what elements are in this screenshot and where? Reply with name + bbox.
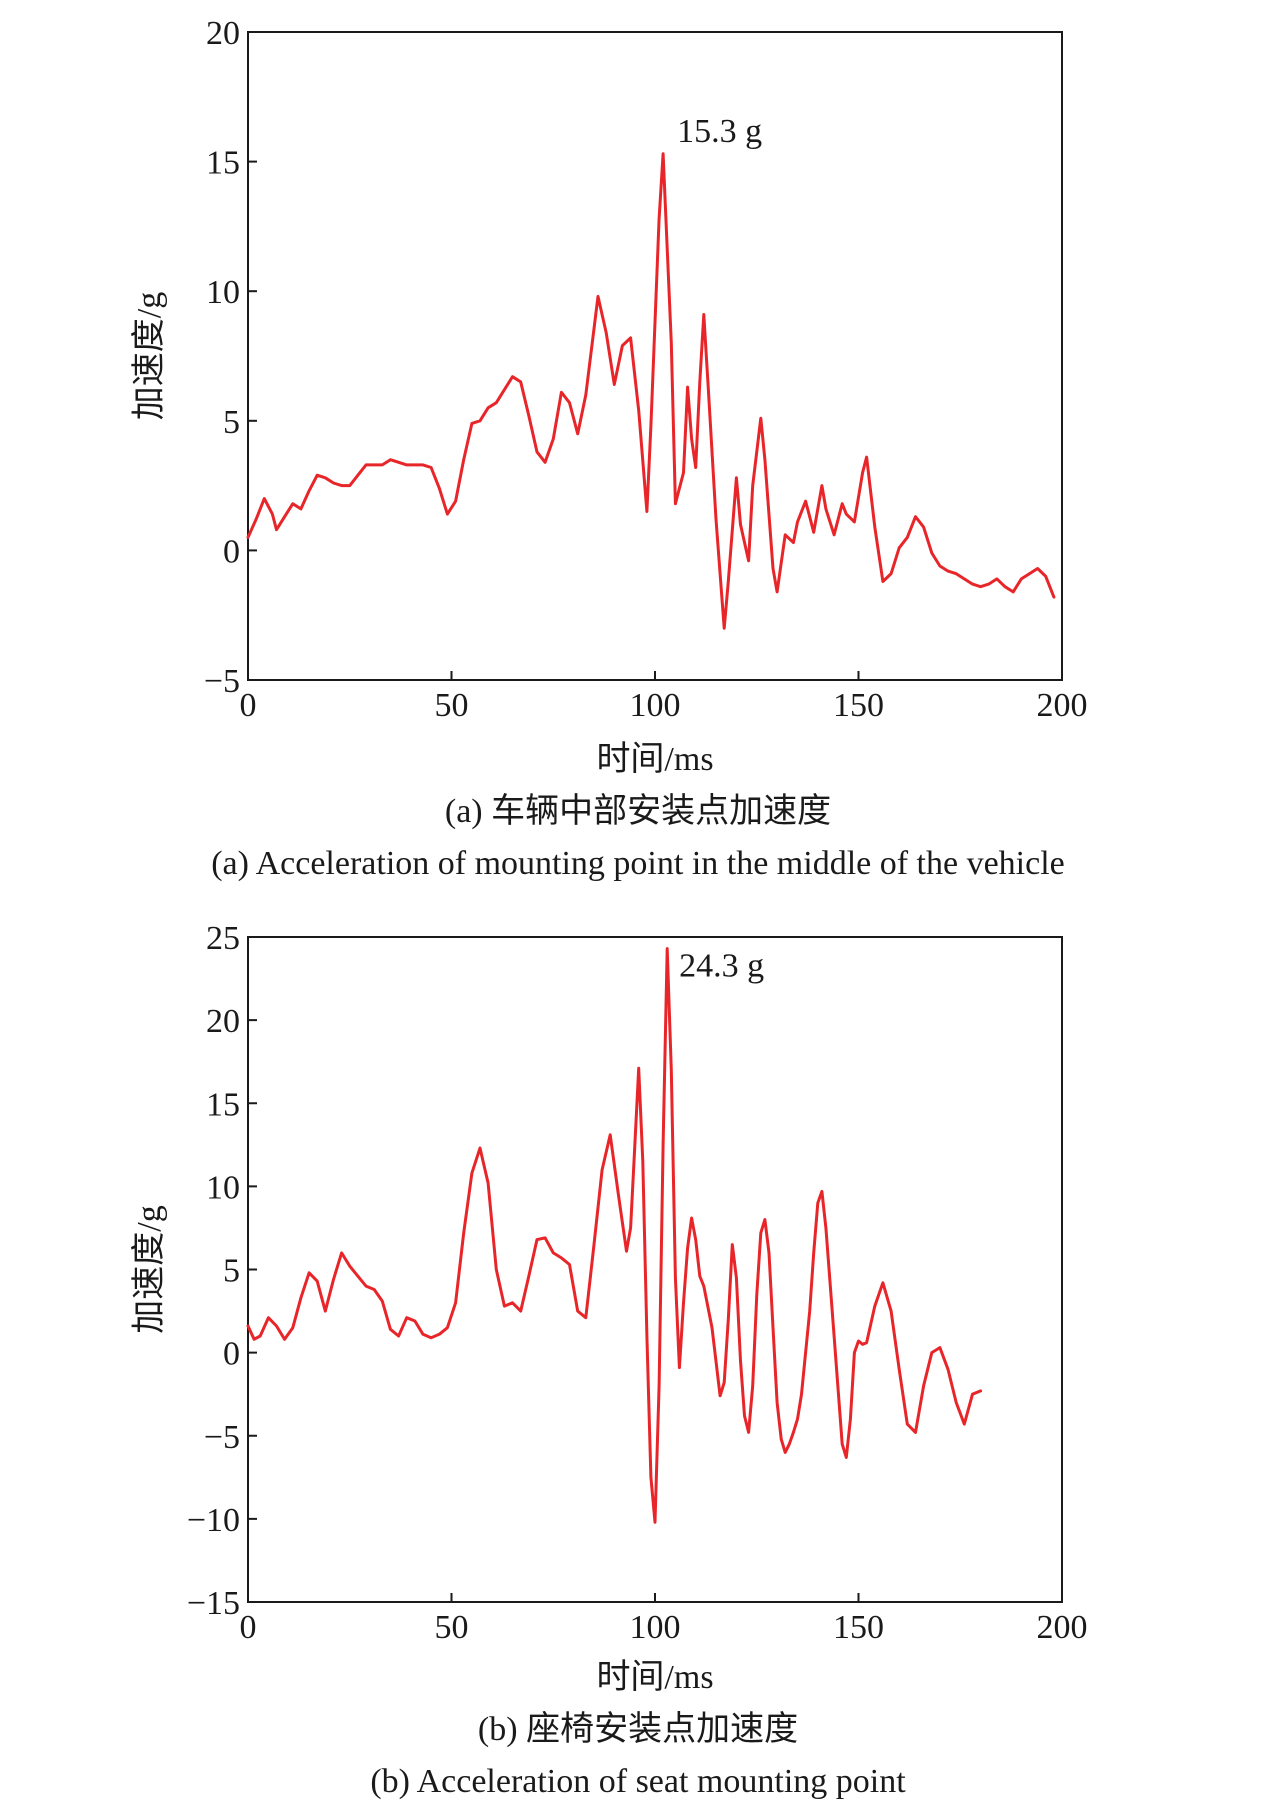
peak-annotation: 24.3 g [679, 948, 764, 985]
y-tick-label: 5 [223, 1253, 240, 1290]
caption-en: (b) Acceleration of seat mounting point [370, 1763, 906, 1800]
x-tick-label: 50 [435, 687, 469, 724]
y-tick-label: 10 [206, 1169, 240, 1206]
y-tick-label: 20 [206, 1003, 240, 1040]
series-line [246, 947, 983, 1524]
caption-zh: (a) 车辆中部安装点加速度 [445, 792, 831, 830]
y-tick-label: 0 [223, 533, 240, 570]
x-tick-label: 200 [1037, 1609, 1088, 1646]
y-tick-label: −15 [187, 1585, 240, 1622]
y-tick-label: 10 [206, 274, 240, 311]
chart-b: 0 50 100 150 200 −15 −10 −5 0 5 10 15 20 25 时间/ms 加速度/g… [130, 920, 1088, 1800]
x-tick-label: 150 [833, 687, 884, 724]
y-tick-label: −10 [187, 1502, 240, 1539]
caption-zh: (b) 座椅安装点加速度 [478, 1710, 798, 1748]
y-tick-label: 25 [206, 920, 240, 957]
x-tick-label: 200 [1037, 687, 1088, 724]
y-tick-label: 15 [206, 1086, 240, 1123]
y-tick-label: 20 [206, 15, 240, 52]
y-axis-label: 加速度/g [130, 1205, 168, 1333]
y-axis-label: 加速度/g [130, 292, 168, 420]
y-tick-label: 15 [206, 145, 240, 182]
x-tick-label: 50 [435, 1609, 469, 1646]
x-tick-label: 150 [833, 1609, 884, 1646]
x-axis-label: 时间/ms [596, 1659, 713, 1696]
x-axis-label: 时间/ms [596, 741, 713, 778]
y-tick-label: −5 [204, 663, 240, 700]
x-tick-label: 0 [240, 687, 257, 724]
y-tick-label: 0 [223, 1336, 240, 1373]
y-tick-label: 5 [223, 404, 240, 441]
x-tick-label: 0 [240, 1609, 257, 1646]
x-tick-label: 100 [630, 1609, 681, 1646]
peak-annotation: 15.3 g [677, 113, 762, 150]
caption-en: (a) Acceleration of mounting point in th… [211, 845, 1065, 882]
x-tick-label: 100 [630, 687, 681, 724]
y-tick-label: −5 [204, 1419, 240, 1456]
series-line [246, 152, 1056, 630]
